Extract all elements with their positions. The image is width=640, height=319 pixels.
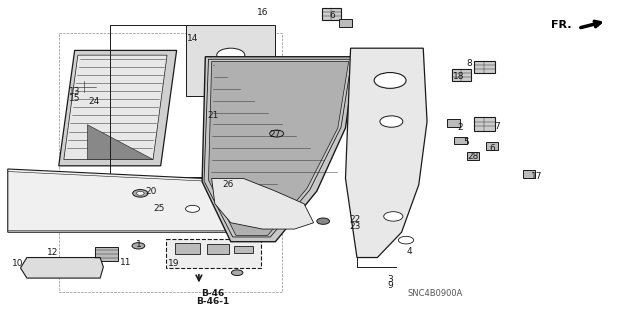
Text: 6: 6 bbox=[330, 11, 335, 20]
FancyBboxPatch shape bbox=[234, 246, 253, 253]
Text: 10: 10 bbox=[12, 259, 23, 268]
Polygon shape bbox=[20, 257, 103, 278]
Text: 6: 6 bbox=[489, 144, 495, 153]
Text: 26: 26 bbox=[222, 180, 234, 189]
FancyBboxPatch shape bbox=[474, 117, 495, 131]
Circle shape bbox=[374, 72, 406, 88]
FancyBboxPatch shape bbox=[143, 202, 162, 211]
Circle shape bbox=[186, 205, 200, 212]
FancyBboxPatch shape bbox=[322, 8, 341, 20]
FancyBboxPatch shape bbox=[454, 137, 467, 145]
FancyBboxPatch shape bbox=[166, 239, 261, 268]
Text: 20: 20 bbox=[145, 187, 157, 196]
Circle shape bbox=[398, 236, 413, 244]
Circle shape bbox=[136, 191, 144, 195]
FancyBboxPatch shape bbox=[467, 152, 479, 160]
Text: 15: 15 bbox=[69, 94, 81, 103]
Text: 19: 19 bbox=[168, 259, 179, 268]
Circle shape bbox=[380, 116, 403, 127]
Text: 2: 2 bbox=[458, 123, 463, 132]
Text: 5: 5 bbox=[464, 137, 469, 147]
Text: B-46-1: B-46-1 bbox=[196, 297, 230, 306]
Text: 13: 13 bbox=[69, 87, 81, 96]
Circle shape bbox=[132, 243, 145, 249]
FancyBboxPatch shape bbox=[95, 248, 118, 261]
Polygon shape bbox=[209, 62, 349, 235]
Polygon shape bbox=[346, 48, 427, 257]
Circle shape bbox=[269, 130, 284, 137]
Text: 3: 3 bbox=[387, 275, 393, 284]
Text: 14: 14 bbox=[187, 34, 198, 43]
Text: SNC4B0900A: SNC4B0900A bbox=[407, 289, 462, 298]
Text: 16: 16 bbox=[257, 8, 268, 17]
Circle shape bbox=[217, 48, 245, 62]
Polygon shape bbox=[212, 178, 314, 229]
FancyBboxPatch shape bbox=[175, 243, 200, 254]
Text: 8: 8 bbox=[467, 59, 472, 68]
Text: 25: 25 bbox=[154, 204, 165, 213]
Ellipse shape bbox=[41, 263, 76, 273]
Text: 18: 18 bbox=[453, 72, 465, 81]
Polygon shape bbox=[64, 55, 167, 160]
Circle shape bbox=[132, 189, 148, 197]
Polygon shape bbox=[88, 125, 153, 160]
Text: 24: 24 bbox=[88, 97, 99, 107]
Circle shape bbox=[232, 270, 243, 276]
Text: 28: 28 bbox=[467, 152, 479, 161]
Text: 17: 17 bbox=[531, 172, 543, 182]
Text: 23: 23 bbox=[349, 222, 361, 231]
Polygon shape bbox=[8, 169, 269, 232]
Polygon shape bbox=[186, 25, 275, 96]
Text: 9: 9 bbox=[387, 281, 393, 291]
Text: 27: 27 bbox=[269, 130, 281, 139]
FancyBboxPatch shape bbox=[73, 81, 96, 93]
Ellipse shape bbox=[376, 158, 414, 189]
FancyBboxPatch shape bbox=[207, 244, 229, 254]
Text: 7: 7 bbox=[494, 122, 500, 131]
FancyBboxPatch shape bbox=[452, 69, 471, 81]
Text: 4: 4 bbox=[406, 247, 412, 256]
FancyBboxPatch shape bbox=[447, 119, 460, 127]
FancyBboxPatch shape bbox=[339, 19, 352, 27]
FancyBboxPatch shape bbox=[523, 170, 536, 178]
Polygon shape bbox=[202, 57, 355, 242]
Text: 22: 22 bbox=[349, 215, 361, 224]
FancyBboxPatch shape bbox=[486, 142, 499, 150]
Circle shape bbox=[250, 111, 262, 116]
Text: 12: 12 bbox=[47, 248, 58, 257]
Text: FR.: FR. bbox=[551, 20, 572, 30]
Text: 1: 1 bbox=[136, 241, 141, 249]
Circle shape bbox=[211, 181, 223, 187]
Circle shape bbox=[223, 70, 239, 78]
FancyBboxPatch shape bbox=[474, 61, 495, 73]
Text: B-46: B-46 bbox=[202, 289, 225, 298]
Text: 21: 21 bbox=[207, 111, 219, 120]
Text: 11: 11 bbox=[120, 258, 131, 267]
Polygon shape bbox=[59, 50, 177, 166]
Circle shape bbox=[384, 212, 403, 221]
Circle shape bbox=[317, 218, 330, 224]
